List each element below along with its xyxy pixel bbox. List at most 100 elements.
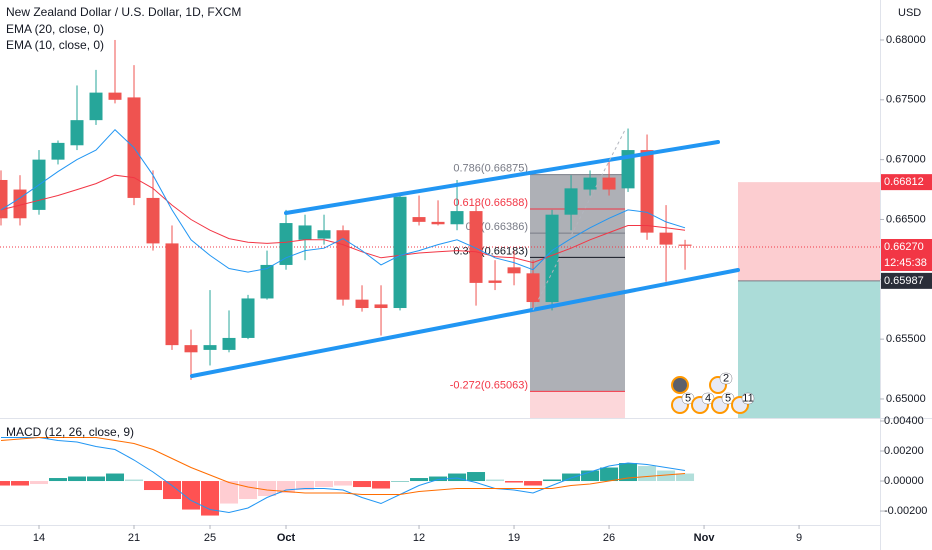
currency: USD — [898, 7, 921, 19]
price-label: 0.66812 — [884, 176, 924, 188]
candle-body — [621, 150, 635, 189]
x-tick-label: Nov — [694, 532, 716, 544]
candle-body — [393, 196, 407, 309]
chart-title: New Zealand Dollar / U.S. Dollar, 1D, FX… — [6, 5, 241, 19]
candle-body — [545, 214, 559, 303]
macd-title: MACD (12, 26, close, 9) — [6, 425, 134, 439]
axes: New Zealand Dollar / U.S. Dollar, 1D, FX… — [6, 5, 932, 544]
candle-body — [469, 211, 483, 283]
macd-histogram-bar — [334, 481, 353, 486]
macd-y-tick-label: 0.00000 — [884, 475, 924, 487]
candle-body — [507, 267, 521, 274]
macd-histogram-bar — [68, 476, 87, 482]
macd-histogram-bar — [486, 479, 505, 482]
candle-body — [222, 337, 236, 350]
macd-y-tick-label: 0.00400 — [884, 415, 924, 427]
event-count: 2 — [723, 372, 729, 384]
candle-body — [450, 211, 464, 225]
x-tick-label: 12 — [413, 532, 425, 544]
position-stop-zone — [738, 280, 880, 418]
macd-histogram-bar — [239, 481, 258, 500]
macd-histogram-bar — [220, 481, 239, 504]
event-count: 5 — [685, 392, 691, 404]
events: 2 5 4 5 11 — [671, 372, 755, 414]
drawings-under: 0.786(0.66875)0.618(0.66588)0.5(0.66386)… — [0, 163, 880, 418]
y-tick-label: 0.65000 — [886, 393, 926, 405]
event-count: 5 — [725, 392, 731, 404]
channel-upper[interactable] — [284, 140, 720, 215]
macd-histogram-bar — [562, 473, 581, 482]
price-label: 0.66270 — [884, 241, 924, 253]
countdown: 12:45:38 — [884, 257, 927, 269]
candle-body — [659, 232, 673, 245]
macd-macd-line — [1, 437, 686, 514]
position-target-zone — [738, 182, 880, 281]
macd-histogram-bar — [391, 481, 410, 482]
price-label-box — [881, 272, 932, 289]
candle-body — [203, 345, 217, 350]
legend-ema10: EMA (10, close, 0) — [6, 38, 104, 52]
macd-histogram-bar — [49, 478, 68, 482]
ema-line — [0, 128, 686, 273]
macd-histogram-bar — [353, 481, 372, 488]
price-label-box — [881, 174, 932, 191]
macd-histogram-bar — [619, 463, 638, 482]
macd-histogram-bar — [467, 472, 486, 482]
legend-ema20: EMA (20, close, 0) — [6, 22, 104, 36]
macd-histogram-bar — [543, 479, 562, 482]
y-tick-label: 0.67000 — [886, 154, 926, 166]
macd-histogram-bar — [600, 467, 619, 482]
macd-histogram-bar — [524, 481, 543, 486]
x-tick-label: Oct — [277, 532, 296, 544]
ema-line — [0, 174, 686, 264]
x-tick-label: 14 — [33, 532, 45, 544]
x-tick-label: 9 — [796, 532, 802, 544]
candle-body — [526, 273, 540, 303]
macd-histogram-bar — [676, 473, 695, 482]
drawings-over — [0, 128, 740, 516]
event-badge — [719, 372, 733, 385]
candle-body — [89, 92, 103, 121]
macd-histogram-bar — [448, 473, 467, 482]
x-tick-label: 21 — [128, 532, 140, 544]
x-tick-label: 25 — [204, 532, 216, 544]
macd-histogram-bar — [11, 481, 30, 486]
candle-body — [374, 304, 388, 309]
macd-histogram-bar — [30, 481, 49, 485]
macd-signal-line — [0, 437, 686, 495]
candle-body — [355, 299, 369, 309]
macd-y-tick-label: 0.00200 — [884, 445, 924, 457]
candle-body — [317, 230, 331, 239]
macd-histogram-bar — [144, 481, 163, 491]
x-tick-label: 19 — [508, 532, 520, 544]
macd-histogram-bar — [87, 476, 106, 482]
candle-body — [431, 221, 445, 225]
candle-body — [602, 177, 616, 190]
macd-histogram-bar — [315, 481, 334, 488]
candle-body — [412, 217, 426, 222]
macd-histogram-bar — [106, 473, 125, 482]
candle-body — [51, 142, 65, 160]
candle-body — [260, 264, 274, 299]
event-count: 11 — [742, 392, 753, 404]
event-count: 4 — [705, 392, 711, 404]
event-icon[interactable] — [671, 376, 689, 394]
candle-body — [13, 189, 27, 219]
candle-body — [298, 225, 312, 240]
macd-histogram-bar — [372, 481, 391, 489]
y-tick-label: 0.68000 — [886, 34, 926, 46]
candle-body — [146, 197, 160, 244]
channel-lower[interactable] — [190, 268, 740, 378]
y-tick-label: 0.66500 — [886, 213, 926, 225]
candle-body — [488, 280, 502, 283]
fib-trend-line[interactable] — [532, 129, 626, 311]
candle-body — [336, 230, 350, 300]
candle-body — [0, 179, 8, 219]
macd-histogram-bar — [429, 476, 448, 482]
candle-body — [583, 177, 597, 190]
y-tick-label: 0.65500 — [886, 333, 926, 345]
macd-histogram-bar — [581, 470, 600, 482]
